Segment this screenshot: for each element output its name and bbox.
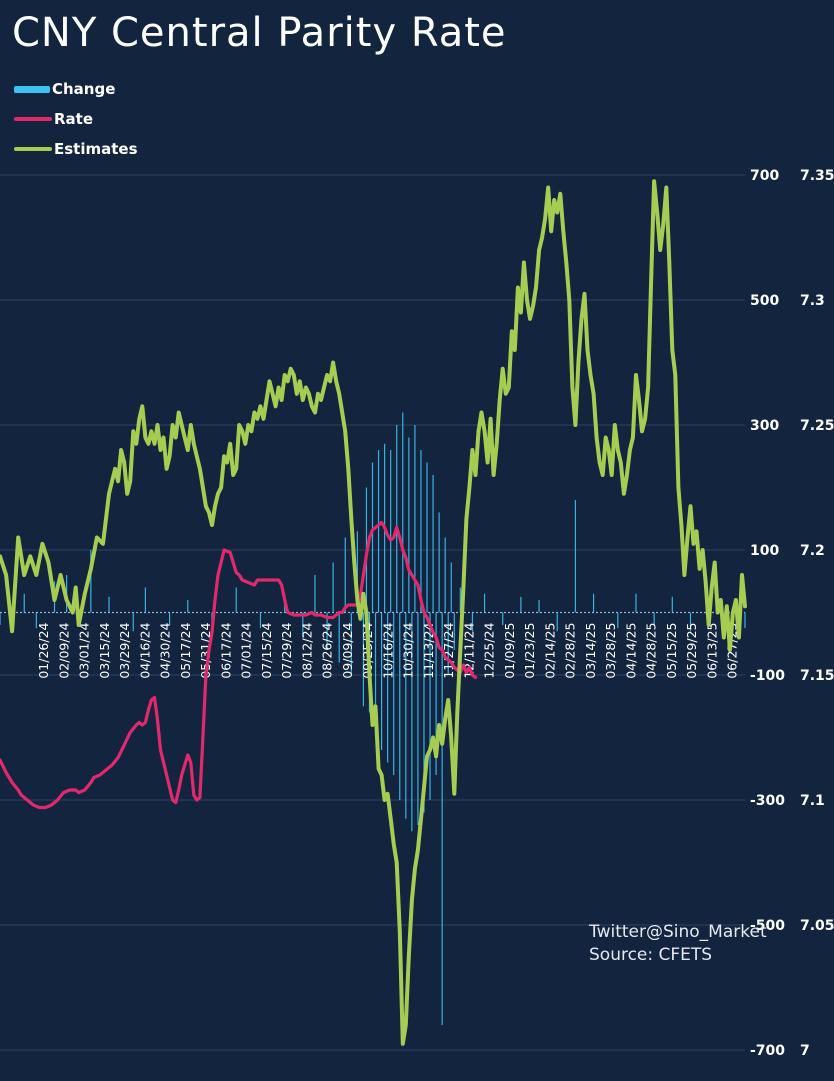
legend-swatch-change	[14, 85, 50, 93]
x-tick-label: 03/29/24	[117, 622, 132, 678]
legend-swatch-estimates	[14, 147, 52, 151]
rate-axis-tick: 7.3	[800, 293, 825, 309]
x-tick-label: 09/09/24	[340, 622, 355, 678]
x-tick-label: 04/14/25	[623, 623, 638, 679]
rate-axis-tick: 7.35	[800, 168, 834, 184]
credits: Twitter@Sino_Market Source: CFETS	[589, 921, 767, 967]
rate-axis-tick: 7	[800, 1043, 810, 1059]
series-line-estimates	[0, 179, 747, 1046]
x-tick-label: 03/28/25	[603, 623, 618, 679]
x-tick-label: 08/12/24	[299, 622, 314, 678]
change-axis-tick: 500	[750, 293, 779, 309]
x-tick-label: 12/11/24	[461, 622, 476, 678]
x-tick-label: 04/16/24	[137, 622, 152, 678]
x-tick-label: 08/26/24	[320, 622, 335, 678]
rate-axis-tick: 7.25	[800, 418, 834, 434]
x-tick-label: 07/01/24	[239, 622, 254, 678]
x-tick-label: 02/14/25	[542, 623, 557, 679]
x-tick-label: 06/13/25	[704, 623, 719, 679]
change-axis-tick: -100	[750, 668, 785, 684]
legend-label-change: Change	[52, 80, 116, 98]
x-tick-label: 02/28/25	[563, 623, 578, 679]
x-tick-label: 03/14/25	[583, 623, 598, 679]
source-credit: Source: CFETS	[589, 945, 713, 965]
change-axis-tick: 700	[750, 168, 779, 184]
rate-axis-tick: 7.15	[800, 668, 834, 684]
legend-item-estimates[interactable]: Estimates	[14, 134, 138, 164]
legend-swatch-rate	[14, 117, 52, 121]
x-tick-label: 04/28/25	[644, 623, 659, 679]
x-tick-label: 03/15/24	[97, 622, 112, 678]
x-tick-label: 05/15/25	[664, 623, 679, 679]
rate-axis-tick: 7.1	[800, 793, 825, 809]
x-tick-label: 06/17/24	[218, 622, 233, 678]
x-tick-label: 10/30/24	[401, 622, 416, 678]
chart-title: CNY Central Parity Rate	[12, 10, 507, 56]
change-axis-tick: 100	[750, 543, 779, 559]
twitter-credit: Twitter@Sino_Market	[589, 922, 767, 942]
x-tick-label: 01/23/25	[522, 623, 537, 679]
chart-legend: Change Rate Estimates	[14, 74, 138, 164]
x-tick-label: 11/13/24	[421, 622, 436, 678]
x-tick-label: 07/15/24	[259, 622, 274, 678]
x-tick-label: 10/16/24	[380, 622, 395, 678]
change-axis-tick: 300	[750, 418, 779, 434]
legend-label-rate: Rate	[54, 110, 94, 128]
legend-item-change[interactable]: Change	[14, 74, 138, 104]
x-tick-label: 05/29/25	[684, 623, 699, 679]
series-line-rate	[0, 520, 478, 810]
change-axis-tick: -500	[750, 918, 785, 934]
legend-item-rate[interactable]: Rate	[14, 104, 138, 134]
x-tick-label: 04/30/24	[158, 622, 173, 678]
change-axis-tick: -300	[750, 793, 785, 809]
rate-axis-tick: 7.05	[800, 918, 834, 934]
x-tick-label: 12/25/24	[482, 622, 497, 678]
change-axis-tick: -700	[750, 1043, 785, 1059]
x-tick-label: 07/29/24	[279, 622, 294, 678]
rate-axis-tick: 7.2	[800, 543, 825, 559]
x-tick-label: 03/01/24	[77, 622, 92, 678]
x-tick-label: 05/17/24	[178, 622, 193, 678]
legend-label-estimates: Estimates	[54, 140, 138, 158]
x-tick-label: 01/09/25	[502, 623, 517, 679]
x-tick-label: 05/31/24	[198, 622, 213, 678]
x-tick-label: 02/09/24	[56, 622, 71, 678]
x-tick-label: 01/26/24	[36, 622, 51, 678]
